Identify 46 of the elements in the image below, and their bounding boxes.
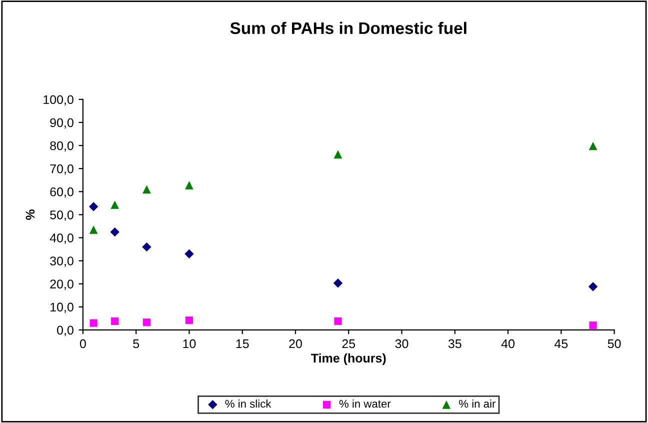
point — [142, 318, 151, 326]
x-tick-label: 50 — [608, 339, 621, 348]
y-tick-label: 90,0 — [50, 118, 74, 129]
point — [334, 150, 342, 158]
x-tick-label: 15 — [236, 339, 249, 348]
legend-label: % in water — [339, 400, 391, 408]
x-tick-label: 10 — [183, 339, 196, 348]
point — [184, 249, 194, 258]
point — [334, 317, 342, 325]
point — [589, 322, 597, 330]
point — [588, 142, 598, 150]
y-tick-label: 40,0 — [50, 234, 74, 244]
y-tick-label: 60,0 — [50, 187, 74, 198]
x-tick-label: 20 — [289, 339, 302, 348]
point — [110, 227, 120, 237]
x-tick-label: 30 — [395, 339, 408, 348]
point — [90, 319, 98, 327]
y-tick-label: 10,0 — [50, 302, 74, 314]
point — [142, 242, 152, 252]
point — [185, 180, 194, 190]
point — [88, 202, 98, 212]
x-axis-title: Time (hours) — [311, 353, 386, 366]
point — [185, 316, 194, 324]
point — [111, 317, 119, 325]
y-tick-label: 30,0 — [50, 256, 74, 267]
y-tick-label: 0,0 — [57, 326, 74, 336]
x-tick-label: 45 — [554, 339, 568, 348]
y-axis-title: % — [26, 209, 35, 220]
y-tick-label: 70,0 — [50, 164, 74, 175]
y-tick-label: 50,0 — [50, 210, 74, 221]
x-tick-label: 25 — [342, 339, 356, 348]
point — [110, 200, 119, 209]
point — [89, 225, 98, 234]
point — [588, 282, 598, 292]
x-tick-label: 5 — [133, 339, 140, 348]
point — [142, 185, 151, 194]
y-tick-label: 80,0 — [50, 141, 74, 152]
y-tick-label: 100,0 — [44, 95, 74, 106]
x-tick-label: 0 — [80, 339, 86, 348]
legend-label: % in air — [459, 400, 496, 408]
legend-label: % in slick — [225, 400, 272, 408]
point — [333, 278, 343, 288]
chart-title: Sum of PAHs in Domestic fuel — [230, 22, 466, 34]
x-tick-label: 35 — [448, 339, 462, 348]
x-tick-label: 40 — [501, 339, 514, 348]
y-tick-label: 20,0 — [50, 280, 74, 290]
